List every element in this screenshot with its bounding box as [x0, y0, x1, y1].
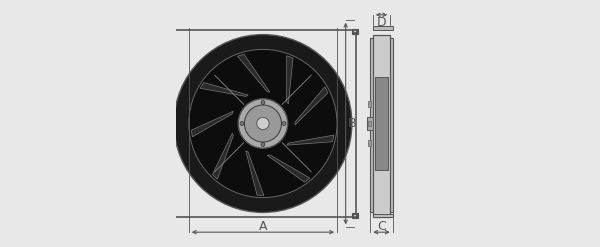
Polygon shape	[287, 56, 293, 104]
Circle shape	[354, 214, 356, 217]
FancyArrowPatch shape	[344, 24, 347, 223]
Circle shape	[189, 49, 337, 198]
Bar	[373, 26, 393, 30]
Polygon shape	[238, 54, 270, 92]
Bar	[170, 30, 356, 217]
Bar	[375, 77, 388, 170]
Polygon shape	[295, 87, 328, 125]
Bar	[370, 38, 393, 212]
Circle shape	[282, 122, 286, 125]
Text: B: B	[347, 117, 356, 130]
Bar	[368, 140, 371, 146]
Circle shape	[354, 30, 356, 33]
Circle shape	[244, 105, 281, 142]
FancyArrowPatch shape	[374, 230, 389, 234]
Circle shape	[257, 117, 269, 130]
FancyArrowPatch shape	[193, 230, 333, 234]
Bar	[352, 29, 358, 34]
Circle shape	[170, 214, 172, 217]
Bar	[368, 101, 371, 107]
Circle shape	[261, 101, 265, 104]
Polygon shape	[200, 82, 248, 96]
Bar	[368, 121, 371, 126]
Circle shape	[261, 143, 265, 146]
Bar	[168, 29, 173, 34]
Text: A: A	[259, 220, 267, 232]
Text: C: C	[377, 220, 386, 232]
Circle shape	[174, 35, 352, 212]
Polygon shape	[191, 111, 233, 137]
Polygon shape	[267, 155, 310, 182]
Bar	[367, 117, 373, 130]
Bar	[373, 214, 393, 217]
Circle shape	[240, 122, 244, 125]
Text: D: D	[377, 16, 386, 29]
Bar	[168, 213, 173, 218]
Circle shape	[170, 30, 172, 33]
Polygon shape	[287, 135, 334, 145]
Polygon shape	[212, 133, 233, 179]
Bar	[352, 213, 358, 218]
Polygon shape	[246, 151, 264, 195]
Bar	[373, 35, 390, 217]
FancyArrowPatch shape	[377, 13, 386, 17]
Circle shape	[238, 99, 287, 148]
